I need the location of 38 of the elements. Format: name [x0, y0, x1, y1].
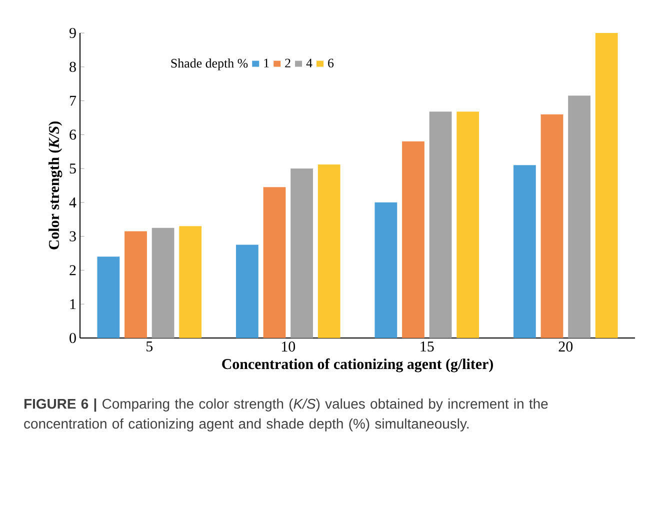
legend-title: Shade depth % [171, 58, 248, 70]
bar [152, 228, 174, 338]
legend-label: 4 [306, 58, 312, 68]
bar [568, 96, 590, 338]
y-tick-label: 8 [70, 62, 76, 72]
x-tick-label: 15 [420, 342, 434, 352]
y-tick-label: 1 [70, 299, 76, 310]
bar [290, 168, 313, 338]
y-tick-label: 0 [70, 332, 76, 344]
y-tick-label: 9 [70, 28, 76, 38]
bar [456, 112, 480, 338]
y-tick-label: 3 [70, 231, 76, 242]
bar [124, 231, 147, 338]
bar [540, 114, 564, 338]
legend-label: 6 [328, 58, 334, 68]
bar [179, 226, 202, 338]
bar [263, 187, 286, 338]
x-axis-title: Concentration of cationizing agent (g/liter) [222, 358, 493, 372]
bar [97, 256, 120, 338]
y-tick-label: 5 [70, 164, 76, 174]
y-tick-label: 6 [70, 130, 76, 140]
bar [318, 164, 340, 338]
bar [429, 112, 452, 338]
x-tick-label: 10 [282, 342, 296, 352]
y-axis-title: Color strength (K/S) [48, 122, 62, 250]
y-tick-label: 7 [70, 96, 76, 106]
x-tick-label: 5 [146, 342, 153, 352]
legend-label: 2 [285, 58, 290, 68]
legend-label: 1 [264, 58, 269, 68]
bar [402, 141, 424, 338]
y-tick-label: 2 [70, 265, 76, 276]
bar [374, 202, 398, 338]
bar [513, 165, 536, 338]
y-tick-label: 4 [69, 198, 76, 208]
bar [236, 244, 258, 338]
x-tick-label: 20 [558, 342, 573, 352]
bar [595, 32, 618, 338]
text: FIGURE 6 | Comparing the color strength (K/S) values obtained by increment in the concentration of cationizing agent and shade depth (%) simultaneously. [24, 398, 548, 432]
